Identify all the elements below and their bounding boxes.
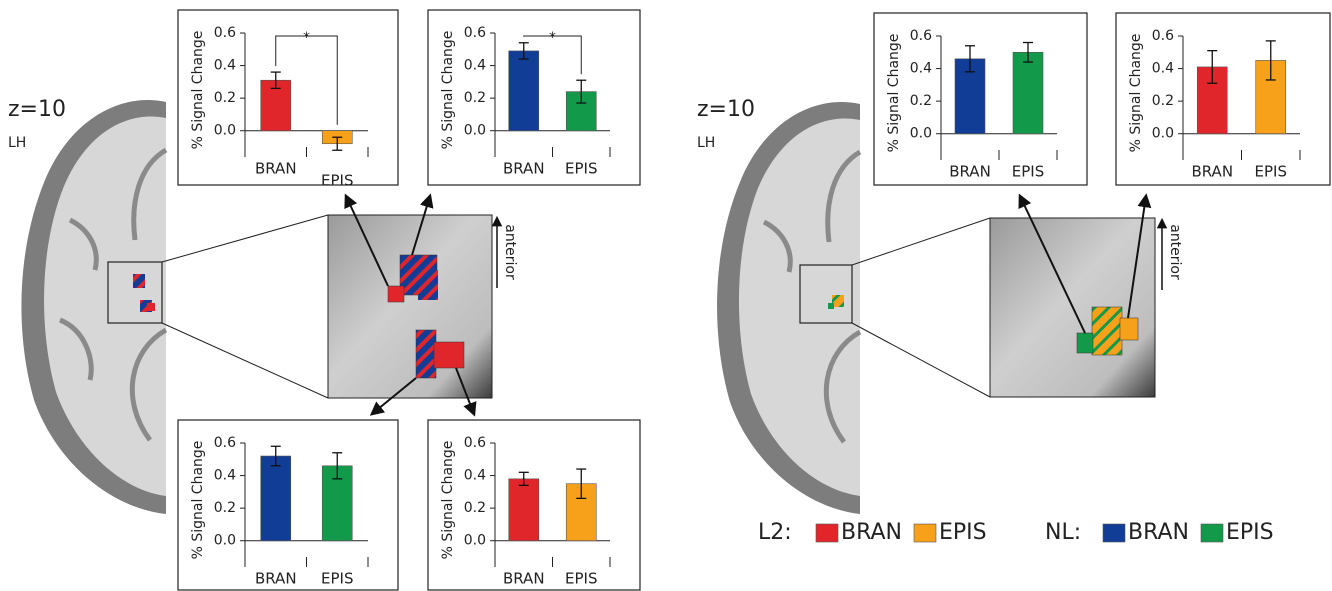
bar xyxy=(509,479,539,541)
x-tick-label: BRAN xyxy=(503,160,545,178)
y-tick-label: 0.4 xyxy=(214,58,236,74)
y-axis-label: % Signal Change xyxy=(886,34,902,153)
x-tick-label: EPIS xyxy=(321,172,353,190)
hemisphere-label: LH xyxy=(8,135,26,151)
legend-group-label: NL: xyxy=(1045,520,1081,545)
legend-label: EPIS xyxy=(939,520,987,545)
legend-label: BRAN xyxy=(841,520,902,545)
x-tick-label: EPIS xyxy=(1012,163,1044,181)
y-tick-label: 0.4 xyxy=(214,468,236,484)
x-tick-label: EPIS xyxy=(1255,163,1287,181)
y-axis-label: % Signal Change xyxy=(440,31,456,150)
slice-label: z=10 xyxy=(697,97,755,122)
bar xyxy=(261,456,291,541)
y-tick-label: 0.2 xyxy=(214,90,236,106)
legend-swatch xyxy=(1103,524,1125,542)
x-tick-label: BRAN xyxy=(255,570,297,588)
y-tick-label: 0.2 xyxy=(464,500,486,516)
direction-label: anterior xyxy=(1167,224,1183,280)
y-axis-label: % Signal Change xyxy=(440,441,456,560)
y-tick-label: 0.6 xyxy=(214,435,236,451)
y-tick-label: 0.6 xyxy=(464,25,486,41)
x-tick-label: EPIS xyxy=(565,570,597,588)
x-tick-label: BRAN xyxy=(255,160,297,178)
y-tick-label: 0.0 xyxy=(464,533,486,549)
y-tick-label: 0.4 xyxy=(464,58,486,74)
x-tick-label: BRAN xyxy=(1191,163,1233,181)
y-tick-label: 0.2 xyxy=(214,500,236,516)
significance-label: * xyxy=(549,30,556,46)
y-axis-label: % Signal Change xyxy=(190,441,206,560)
y-axis-label: % Signal Change xyxy=(190,31,206,150)
significance-label: * xyxy=(303,30,310,46)
legend-group-label: L2: xyxy=(758,520,792,545)
y-tick-label: 0.6 xyxy=(910,28,932,44)
y-tick-label: 0.4 xyxy=(910,61,932,77)
x-tick-label: EPIS xyxy=(565,160,597,178)
legend-label: EPIS xyxy=(1226,520,1274,545)
figure: % Signal Change 0.0 0.2 0.4 0.6 BRAN EPIS * % Si… xyxy=(0,0,1332,591)
x-tick-label: BRAN xyxy=(503,570,545,588)
slice-label: z=10 xyxy=(8,97,66,122)
y-tick-label: 0.2 xyxy=(910,93,932,109)
x-tick-label: BRAN xyxy=(949,163,991,181)
y-tick-label: 0.4 xyxy=(464,468,486,484)
direction-label: anterior xyxy=(502,224,518,280)
y-tick-label: 0.0 xyxy=(910,126,932,142)
y-tick-label: 0.0 xyxy=(214,123,236,139)
legend-swatch xyxy=(914,524,936,542)
y-tick-label: 0.6 xyxy=(464,435,486,451)
hemisphere-label: LH xyxy=(697,135,715,151)
legend-label: BRAN xyxy=(1128,520,1189,545)
y-tick-label: 0.2 xyxy=(464,90,486,106)
y-tick-label: 0.2 xyxy=(1152,93,1174,109)
legend-swatch xyxy=(1201,524,1223,542)
y-tick-label: 0.0 xyxy=(1152,126,1174,142)
y-axis-label: % Signal Change xyxy=(1128,34,1144,153)
y-tick-label: 0.6 xyxy=(214,25,236,41)
bar xyxy=(1013,52,1043,133)
y-tick-label: 0.0 xyxy=(464,123,486,139)
bar xyxy=(509,51,539,131)
legend-swatch xyxy=(816,524,838,542)
y-tick-label: 0.6 xyxy=(1152,28,1174,44)
y-tick-label: 0.4 xyxy=(1152,61,1174,77)
y-tick-label: 0.0 xyxy=(214,533,236,549)
x-tick-label: EPIS xyxy=(321,570,353,588)
